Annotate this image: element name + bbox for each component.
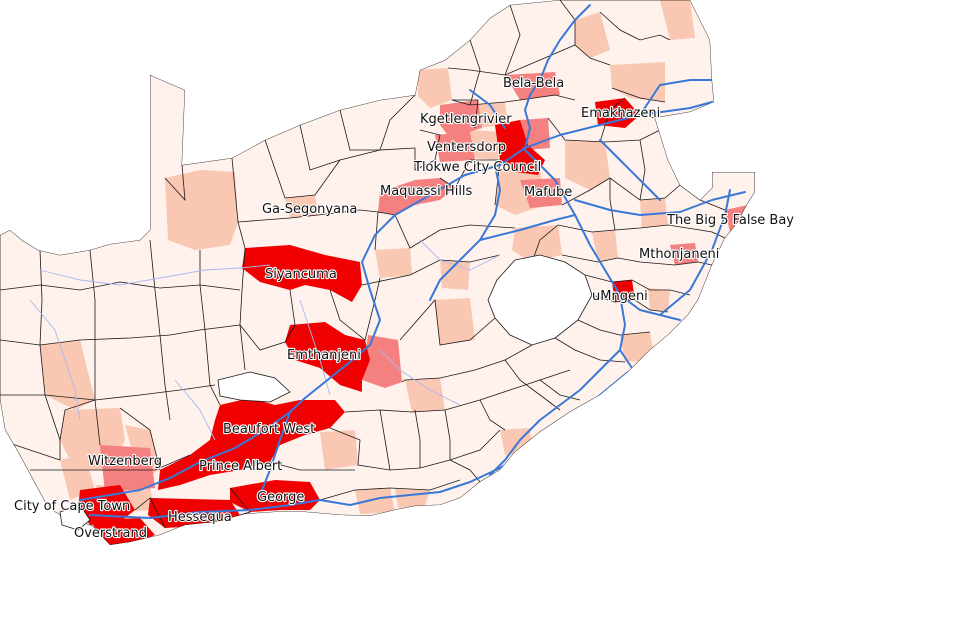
region-mid[interactable] xyxy=(378,178,455,215)
region-high[interactable] xyxy=(242,245,362,302)
region-high[interactable] xyxy=(595,98,640,128)
lesotho-void xyxy=(487,254,593,346)
region-mid[interactable] xyxy=(435,132,475,162)
region-low[interactable] xyxy=(405,378,445,412)
label-hessequa[interactable]: Hessequa xyxy=(167,509,233,526)
region-mid[interactable] xyxy=(670,243,698,265)
region-low[interactable] xyxy=(565,140,610,190)
region-low[interactable] xyxy=(355,488,395,514)
label-overstrand[interactable]: Overstrand xyxy=(73,525,148,542)
region-high[interactable] xyxy=(90,518,155,545)
region-low[interactable] xyxy=(470,130,500,160)
region-low[interactable] xyxy=(320,430,358,470)
region-low[interactable] xyxy=(40,340,95,410)
region-high[interactable] xyxy=(495,120,545,175)
label-mthonjaneni[interactable]: Mthonjaneni xyxy=(638,246,721,263)
region-mid[interactable] xyxy=(505,72,560,100)
region-low[interactable] xyxy=(660,0,695,40)
region-mid[interactable] xyxy=(362,335,402,388)
label-prince-albert[interactable]: Prince Albert xyxy=(198,458,283,475)
region-low[interactable] xyxy=(60,455,95,500)
region-low[interactable] xyxy=(592,230,618,262)
region-labels: Bela-Bela Emakhazeni Kgetlengrivier Vent… xyxy=(13,75,795,542)
region-high[interactable] xyxy=(158,398,345,490)
label-emakhazeni[interactable]: Emakhazeni xyxy=(580,105,661,122)
region-low[interactable] xyxy=(285,195,318,218)
label-maquassi-hills[interactable]: Maquassi Hills xyxy=(379,183,474,200)
label-siyancuma[interactable]: Siyancuma xyxy=(264,266,338,283)
municipality-borders xyxy=(0,0,755,545)
label-george[interactable]: George xyxy=(256,489,306,506)
label-kgetlengrivier[interactable]: Kgetlengrivier xyxy=(419,111,513,128)
label-bela-bela[interactable]: Bela-Bela xyxy=(502,75,565,92)
cape-void xyxy=(59,504,91,531)
label-umngeni[interactable]: uMngeni xyxy=(591,288,649,305)
label-ventersdorp[interactable]: Ventersdorp xyxy=(426,139,507,156)
region-high[interactable] xyxy=(285,322,370,392)
region-mid[interactable] xyxy=(100,445,155,492)
label-emthanjeni[interactable]: Emthanjeni xyxy=(286,347,362,364)
municipality-regions[interactable] xyxy=(40,0,748,545)
region-low[interactable] xyxy=(395,488,430,508)
label-beaufort-west[interactable]: Beaufort West xyxy=(222,421,316,438)
label-ga-segonyana[interactable]: Ga-Segonyana xyxy=(261,201,358,218)
land-base xyxy=(0,0,755,545)
region-mid[interactable] xyxy=(440,100,482,138)
region-low[interactable] xyxy=(418,68,452,108)
region-low[interactable] xyxy=(512,225,562,262)
region-mid[interactable] xyxy=(520,178,562,208)
region-low[interactable] xyxy=(648,288,670,312)
region-low[interactable] xyxy=(375,248,412,278)
region-low[interactable] xyxy=(435,298,475,345)
label-tlokwe[interactable]: Tlokwe City Council xyxy=(412,159,542,176)
region-low[interactable] xyxy=(575,12,610,58)
karoo-gap xyxy=(217,371,291,403)
region-high[interactable] xyxy=(612,280,635,302)
label-witzenberg[interactable]: Witzenberg xyxy=(87,453,163,470)
label-mafube[interactable]: Mafube xyxy=(523,184,573,201)
label-city-of-cape-town[interactable]: City of Cape Town xyxy=(13,498,131,515)
region-low[interactable] xyxy=(165,170,238,250)
label-big-5-false-bay[interactable]: The Big 5 False Bay xyxy=(665,212,795,229)
